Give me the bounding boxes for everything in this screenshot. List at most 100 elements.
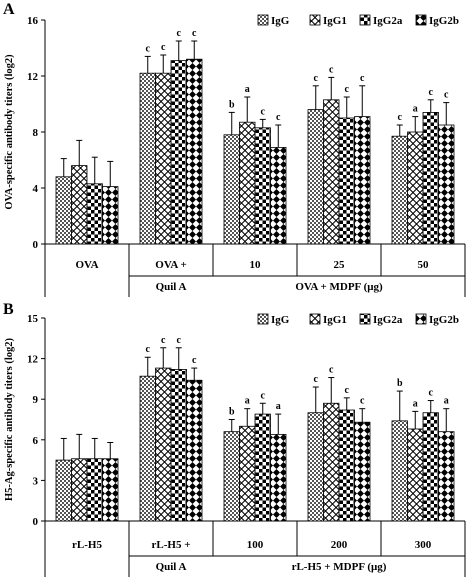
- significance-letter: c: [345, 84, 350, 95]
- legend-label-igg1: IgG1: [323, 314, 347, 326]
- significance-letter: a: [413, 104, 418, 115]
- y-axis-label: H5-Ag-specific antibody titers (log2): [4, 337, 15, 501]
- significance-letter: c: [146, 344, 151, 355]
- legend-swatch-igg2b: [415, 313, 427, 325]
- significance-letter: c: [345, 385, 350, 396]
- y-axis-label: OVA-specific antibody titers (log2): [4, 54, 15, 210]
- category-label: rL-H5 +: [152, 539, 191, 551]
- significance-letter: c: [360, 396, 365, 407]
- significance-letter: a: [444, 396, 449, 407]
- legend-swatch-igg: [257, 313, 269, 325]
- y-tick-label: 0: [33, 239, 39, 251]
- bar-igg2b: [270, 146, 287, 245]
- significance-letter: c: [360, 73, 365, 84]
- category-label: 50: [418, 259, 430, 271]
- significance-letter: c: [314, 73, 319, 84]
- significance-letter: c: [444, 90, 449, 101]
- bar-igg2b: [438, 124, 455, 245]
- y-tick-label: 6: [33, 435, 39, 447]
- y-tick-label: 9: [33, 394, 39, 406]
- bar-igg1: [155, 72, 172, 245]
- significance-letter: b: [397, 378, 403, 389]
- significance-letter: c: [261, 390, 266, 401]
- y-tick-label: 16: [27, 15, 39, 27]
- significance-letter: c: [177, 28, 182, 39]
- bar-igg2b: [102, 458, 119, 522]
- bar-igg1: [71, 458, 88, 522]
- category-label: 200: [331, 539, 348, 551]
- bar-igg2a: [86, 458, 103, 522]
- significance-letter: c: [192, 355, 197, 366]
- bar-igg2a: [338, 117, 355, 245]
- y-tick-label: 3: [33, 475, 39, 487]
- bar-igg2a: [254, 127, 271, 245]
- category-label: 300: [415, 539, 432, 551]
- bar-igg2b: [354, 116, 371, 245]
- bar-igg: [139, 72, 156, 245]
- bar-igg2a: [422, 412, 439, 522]
- group-label: rL-H5 + MDPF (μg): [292, 561, 387, 573]
- bar-igg: [223, 431, 240, 522]
- bar-igg2b: [270, 433, 287, 522]
- legend-label-igg1: IgG1: [323, 15, 347, 27]
- legend-swatch-igg2a: [359, 313, 371, 325]
- y-tick-label: 12: [27, 354, 39, 366]
- bar-igg: [391, 135, 408, 245]
- significance-letter: c: [146, 43, 151, 54]
- bar-igg2a: [170, 60, 187, 245]
- y-tick-label: 0: [33, 516, 39, 528]
- category-label-line2: Quil A: [156, 281, 187, 293]
- y-tick-label: 12: [27, 71, 39, 83]
- category-label: 25: [334, 259, 346, 271]
- category-label: OVA: [75, 259, 98, 271]
- significance-letter: a: [245, 84, 250, 95]
- category-label: rL-H5: [72, 539, 102, 551]
- significance-letter: b: [229, 407, 235, 418]
- category-label-line2: Quil A: [156, 561, 187, 573]
- panel-a: A OVA-specific antibody titers (log2) 0 4 8 1…: [3, 1, 466, 297]
- legend-label-igg: IgG: [271, 314, 290, 326]
- significance-letter: c: [429, 388, 434, 399]
- group-label: OVA + MDPF (μg): [295, 281, 383, 293]
- legend-swatch-igg2b: [415, 14, 427, 26]
- significance-letter: c: [429, 87, 434, 98]
- bar-igg2b: [438, 431, 455, 522]
- bar-igg1: [407, 131, 424, 245]
- legend-label-igg2a: IgG2a: [373, 314, 403, 326]
- category-label: 100: [247, 539, 264, 551]
- legend-swatch-igg1: [309, 313, 321, 325]
- panel-b: B H5-Ag-specific antibody titers (log2) 0 3…: [3, 301, 466, 577]
- y-tick-label: 15: [27, 313, 39, 325]
- bar-igg1: [155, 367, 172, 522]
- significance-letter: c: [329, 365, 334, 376]
- significance-letter: c: [161, 42, 166, 53]
- significance-letter: c: [192, 28, 197, 39]
- legend-label-igg2b: IgG2b: [429, 314, 459, 326]
- bar-igg1: [323, 402, 340, 522]
- bar-igg: [391, 420, 408, 522]
- bar-igg2b: [354, 421, 371, 522]
- panel-label: A: [3, 1, 15, 18]
- y-tick-label: 4: [33, 183, 39, 195]
- bar-igg1: [323, 99, 340, 245]
- legend-swatch-igg: [257, 14, 269, 26]
- bar-igg2b: [186, 379, 203, 522]
- significance-letter: a: [245, 396, 250, 407]
- significance-letter: c: [314, 374, 319, 385]
- legend-label-igg: IgG: [271, 15, 290, 27]
- bar-igg1: [407, 428, 424, 522]
- bar-igg1: [71, 165, 88, 245]
- bar-igg1: [239, 425, 256, 522]
- bar-igg: [307, 412, 324, 522]
- bar-igg: [139, 375, 156, 522]
- significance-letter: c: [161, 335, 166, 346]
- bar-igg: [55, 459, 72, 522]
- legend-swatch-igg1: [309, 14, 321, 26]
- bar-igg2b: [102, 186, 119, 245]
- y-tick-label: 8: [33, 127, 39, 139]
- bar-igg2a: [86, 183, 103, 245]
- significance-letter: c: [329, 64, 334, 75]
- bar-igg: [307, 109, 324, 245]
- bar-igg2b: [186, 58, 203, 245]
